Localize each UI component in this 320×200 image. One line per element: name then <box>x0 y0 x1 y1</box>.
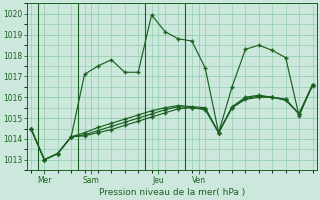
X-axis label: Pression niveau de la mer( hPa ): Pression niveau de la mer( hPa ) <box>99 188 245 197</box>
